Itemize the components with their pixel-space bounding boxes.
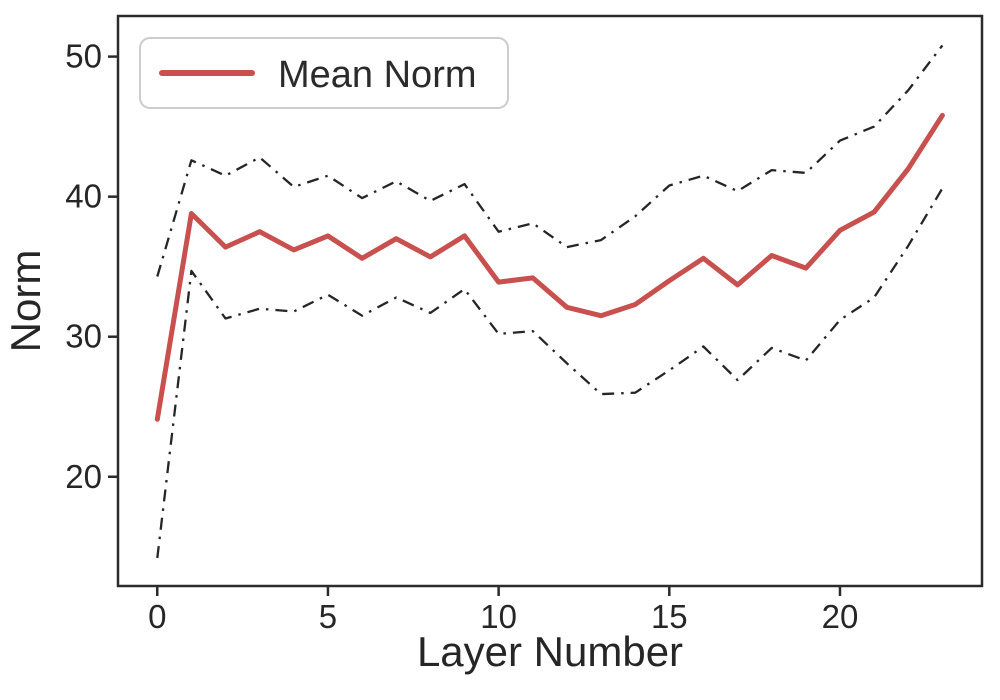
series-lines	[154, 44, 945, 559]
x-tick-label: 10	[480, 598, 517, 635]
y-tick-label: 20	[65, 458, 102, 495]
legend-label: Mean Norm	[278, 54, 477, 96]
x-tick-label: 0	[148, 598, 166, 635]
upper-band-line	[156, 44, 944, 277]
x-tick-label: 5	[319, 598, 337, 635]
y-tick-label: 30	[65, 318, 102, 355]
legend: Mean Norm	[139, 37, 509, 109]
legend-box	[139, 37, 509, 109]
y-tick-label: 50	[65, 38, 102, 75]
y-axis-label: Norm	[2, 250, 49, 353]
mean-line	[154, 112, 945, 422]
y-tick-label: 40	[65, 178, 102, 215]
plot-border	[116, 14, 984, 588]
x-axis-label: Layer Number	[417, 628, 683, 675]
x-tick-label: 20	[822, 598, 859, 635]
x-tick-label: 15	[651, 598, 688, 635]
axis-ticks: 0 5 10 15 20 20 30 40 50	[65, 38, 858, 635]
